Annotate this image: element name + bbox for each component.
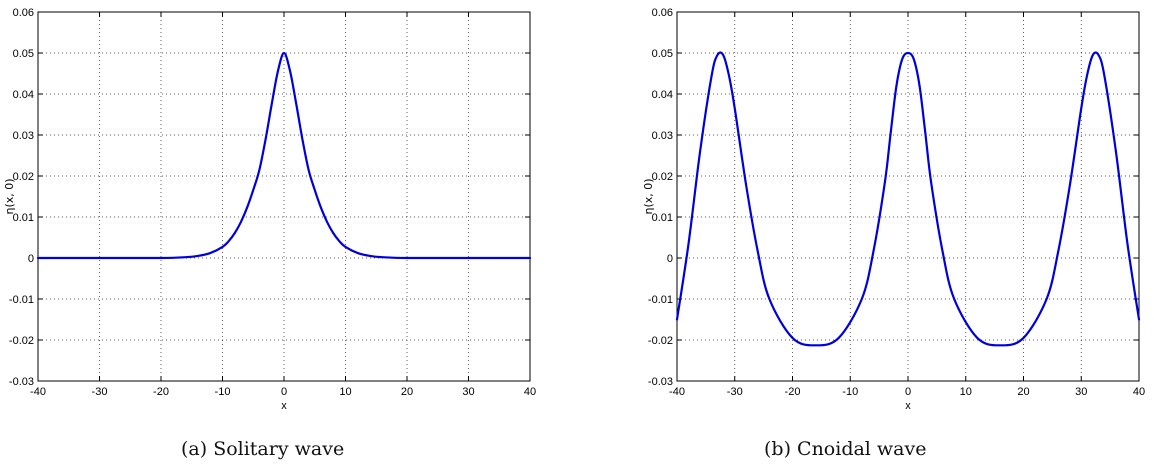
x-tick-label: 0 bbox=[281, 386, 287, 398]
y-tick-label: -0.02 bbox=[9, 335, 34, 347]
x-tick-label: 30 bbox=[462, 386, 474, 398]
x-tick-label: -10 bbox=[842, 386, 858, 398]
panel-cnoidal-wave: -40 -30 -20 -10 0 10 20 30 40-0.03-0.02-0.0100.0… bbox=[642, 7, 1145, 412]
x-tick-label: 40 bbox=[524, 386, 536, 398]
y-tick-label: 0.05 bbox=[652, 48, 673, 60]
x-tick-label: 20 bbox=[401, 386, 413, 398]
y-tick-label: -0.01 bbox=[648, 294, 673, 306]
x-tick-label: 10 bbox=[339, 386, 351, 398]
x-axis-label: x bbox=[281, 400, 287, 412]
x-tick-label: 20 bbox=[1017, 386, 1029, 398]
x-tick-label: 40 bbox=[1133, 386, 1145, 398]
x-tick-label: 10 bbox=[960, 386, 972, 398]
x-tick-label: -10 bbox=[215, 386, 231, 398]
panel-solitary-wave: -40 -30 -20 -10 0 10 20 30 40-0.03-0.02-0.0100.0… bbox=[3, 7, 536, 412]
y-tick-label: 0.05 bbox=[13, 48, 34, 60]
y-tick-label: -0.01 bbox=[9, 294, 34, 306]
x-tick-label: 30 bbox=[1075, 386, 1087, 398]
y-tick-label: 0.04 bbox=[13, 89, 34, 101]
x-tick-label: -20 bbox=[153, 386, 169, 398]
caption-solitary-wave: (a) Solitary wave bbox=[181, 438, 344, 460]
y-tick-label: -0.02 bbox=[648, 335, 673, 347]
y-axis-label: η(x, 0) bbox=[642, 178, 655, 214]
x-axis-label: x bbox=[905, 400, 911, 412]
y-tick-label: 0.06 bbox=[652, 7, 673, 19]
y-tick-label: 0.04 bbox=[652, 89, 673, 101]
x-tick-label: -20 bbox=[785, 386, 801, 398]
y-tick-label: 0 bbox=[28, 253, 34, 265]
x-tick-label: 0 bbox=[905, 386, 911, 398]
x-tick-label: -30 bbox=[92, 386, 108, 398]
y-tick-label: 0.03 bbox=[13, 130, 34, 142]
y-axis-label: η(x, 0) bbox=[3, 178, 16, 214]
caption-cnoidal-wave: (b) Cnoidal wave bbox=[764, 438, 927, 460]
y-tick-label: 0.03 bbox=[652, 130, 673, 142]
y-tick-label: 0 bbox=[667, 253, 673, 265]
x-tick-label: -30 bbox=[727, 386, 743, 398]
y-tick-label: 0.06 bbox=[13, 7, 34, 19]
y-tick-label: -0.03 bbox=[648, 376, 673, 388]
y-tick-label: -0.03 bbox=[9, 376, 34, 388]
